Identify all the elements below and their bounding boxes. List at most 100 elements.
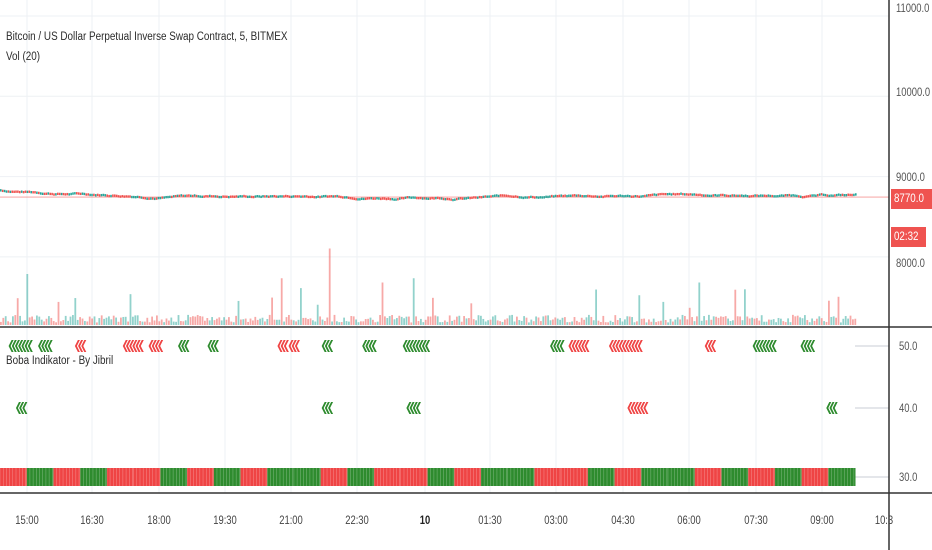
price-candle (30, 190, 32, 194)
price-candle (376, 197, 378, 200)
price-candle (191, 194, 194, 198)
volume-bar (614, 315, 617, 325)
price-candle (248, 195, 251, 198)
signal-marker-50 (21, 340, 27, 352)
signal-marker-50 (135, 340, 141, 352)
price-candle (685, 193, 688, 196)
volume-bar (566, 322, 569, 325)
volume-bar (748, 318, 751, 325)
volume-bar (679, 319, 681, 325)
signal-marker-50 (328, 340, 334, 352)
price-candle (644, 194, 646, 198)
price-candle (647, 194, 650, 197)
price-candle (95, 194, 97, 197)
volume-bar (808, 322, 811, 325)
volume-bar (561, 317, 564, 325)
volume-bar (165, 318, 168, 325)
indicator-legend[interactable]: Boba Indikator - By Jibril (6, 355, 114, 367)
volume-bar (835, 317, 837, 325)
price-candle (630, 195, 633, 198)
volume-bar (669, 318, 672, 325)
price-candle (119, 195, 122, 198)
signal-band-30 (53, 468, 81, 486)
volume-bar (396, 318, 398, 325)
price-candle (279, 195, 281, 198)
volume-bar (144, 321, 146, 325)
volume-bar (386, 318, 389, 325)
volume-bar (513, 321, 516, 325)
price-candle (617, 194, 620, 198)
volume-bar (96, 322, 98, 325)
signal-marker-40 (829, 402, 835, 414)
volume-bar (532, 321, 535, 325)
volume-bar (501, 321, 504, 325)
volume-legend[interactable]: Vol (20) (6, 51, 41, 63)
price-candle (495, 194, 498, 197)
price-candle (471, 196, 473, 200)
volume-bar (158, 321, 161, 325)
volume-bar (139, 321, 141, 325)
volume-bar (516, 316, 518, 325)
volume-bar (235, 315, 237, 325)
volume-bar (691, 317, 693, 325)
volume-bar (403, 318, 405, 325)
volume-bar (535, 316, 537, 325)
signal-marker-50 (624, 340, 630, 352)
volume-bars (0, 248, 857, 325)
price-candle (273, 194, 276, 198)
price-candle (475, 196, 477, 199)
price-candle (366, 197, 369, 200)
signal-band-30 (213, 468, 241, 486)
price-candle (423, 197, 426, 200)
volume-bar (604, 322, 607, 325)
price-candle (140, 196, 143, 199)
volume-bar (645, 322, 648, 325)
price-candle (243, 194, 245, 198)
price-candle (853, 193, 855, 197)
signal-marker-50 (277, 340, 283, 352)
last-price-tag: 8770.0 (891, 189, 932, 209)
signal-marker-50 (759, 340, 765, 352)
price-candle (786, 194, 789, 197)
price-candle (250, 195, 253, 199)
price-candle (537, 196, 540, 199)
volume-bar (427, 316, 429, 325)
price-candle (419, 196, 422, 200)
price-candle (66, 192, 69, 196)
volume-bar (849, 315, 852, 325)
price-candle (665, 192, 667, 196)
volume-bar (295, 321, 297, 325)
price-candle (275, 195, 278, 198)
volume-bar (506, 318, 509, 325)
price-candle (125, 195, 127, 198)
price-candle (222, 195, 224, 198)
volume-bar (720, 316, 722, 325)
volume-bar (4, 316, 7, 325)
time-axis-label: 09:00 (810, 515, 834, 527)
signal-marker-50 (412, 340, 418, 352)
price-candle (704, 194, 707, 197)
volume-bar (408, 316, 410, 325)
price-candle (598, 195, 601, 199)
price-candle (364, 197, 367, 201)
price-candle (722, 193, 724, 197)
volume-bar (67, 320, 69, 325)
volume-bar (592, 320, 595, 325)
price-candle (815, 194, 817, 197)
signal-marker-50 (38, 340, 44, 352)
volume-bar (81, 318, 84, 325)
volume-bar (328, 248, 331, 325)
symbol-title[interactable]: Bitcoin / US Dollar Perpetual Inverse Sw… (6, 31, 288, 43)
volume-bar (230, 321, 233, 325)
signal-marker-50 (581, 340, 587, 352)
volume-bar (398, 315, 401, 325)
volume-bar (196, 315, 199, 325)
signal-marker-50 (371, 340, 377, 352)
price-candle (446, 197, 449, 201)
price-candle (532, 195, 534, 199)
price-candle (454, 198, 456, 201)
volume-bar (456, 316, 458, 325)
volume-bar (794, 316, 797, 325)
